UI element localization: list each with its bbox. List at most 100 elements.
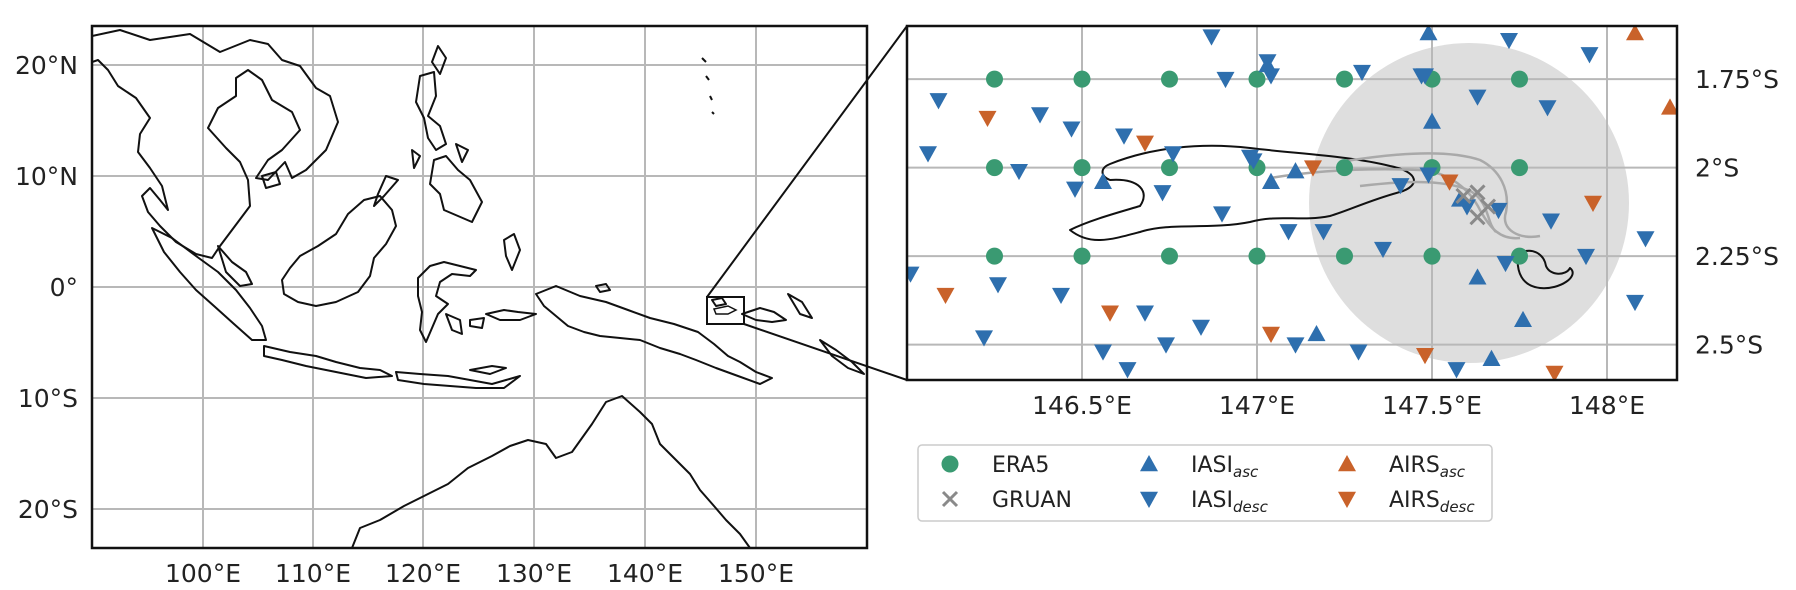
era5-point [1336,247,1353,265]
iasi-asc-point [1258,55,1277,73]
iasi-desc-point [1136,305,1154,322]
iasi-desc-point [1447,362,1466,379]
era5-point [1511,70,1528,88]
iasi-asc-point [1423,112,1441,129]
airs-desc-point [1440,174,1459,191]
overview-y-tick: 10°N [15,162,78,191]
iasi-asc-point [1514,310,1532,328]
era5-point [1511,159,1528,177]
legend-marker-iasi-asc [1140,455,1158,472]
inset-data-markers [907,26,1677,380]
coastlines [92,29,865,548]
legend-marker-airs-desc [1338,491,1356,508]
gruan-point [1469,184,1486,201]
iasi-desc-point [1262,68,1280,85]
iasi-desc-point [1010,163,1028,181]
iasi-desc-point [907,266,920,283]
iasi-desc-point [975,330,993,347]
overview-x-tick-labels: 100°E 110°E 120°E 130°E 140°E 150°E [165,559,794,588]
legend: ERA5 GRUAN IASIasc IASIdesc AIRSasc AIRSdesc [917,444,1493,522]
legend-marker-iasi-desc [1140,491,1158,508]
inset-y-tick: 1.75°S [1695,65,1779,94]
iasi-desc-point [1577,248,1595,266]
legend-marker-era5 [941,455,959,473]
inset-map-frame [905,24,1679,382]
inset-x-tick: 146.5°E [1032,391,1132,420]
airs-desc-point [1545,365,1564,380]
era5-point [1161,159,1178,177]
airs-desc-point [1136,135,1154,152]
iasi-desc-point [1489,202,1508,220]
inset-y-tick: 2°S [1695,154,1739,183]
inset-location-island [712,305,738,315]
overview-y-tick: 0° [50,273,78,302]
iasi-desc-point [929,93,948,110]
era5-point [1161,247,1178,265]
inset-map: 146.5°E 147°E 147.5°E 148°E 1.75°S 2°S 2.25°S 2… [905,24,1779,420]
iasi-desc-point [989,277,1007,294]
overview-x-tick: 100°E [165,559,241,588]
airs-desc-point [1101,305,1119,322]
inset-x-tick: 148°E [1569,391,1645,420]
era5-point [1161,70,1178,88]
era5-point [1248,70,1266,88]
iasi-desc-point [1094,344,1112,361]
era5-point [1336,159,1353,177]
overview-x-tick: 140°E [607,559,683,588]
overview-map-frame [90,24,869,550]
iasi-desc-point [1066,181,1084,198]
overview-y-tick: 10°S [18,384,78,413]
inset-tick-labels: 146.5°E 147°E 147.5°E 148°E 1.75°S 2°S 2.25°S 2… [1032,65,1779,420]
iasi-asc-point [1094,172,1112,189]
iasi-desc-point [1419,167,1438,184]
era5-point [1248,247,1266,265]
iasi-desc-point [1164,146,1182,163]
overview-x-tick: 110°E [275,559,351,588]
overview-gridlines [92,26,867,548]
iasi-desc-point [1391,178,1410,195]
era5-point [1073,247,1091,265]
overview-y-tick: 20°N [15,51,78,80]
iasi-desc-point [1580,47,1599,64]
overview-x-tick: 130°E [496,559,572,588]
airs-desc-point [936,287,955,305]
inset-y-tick: 2.25°S [1695,242,1779,271]
iasi-desc-point [1052,287,1070,305]
overview-y-tick-labels: 20°N 10°N 0° 10°S 20°S [15,51,78,524]
legend-label: IASIasc [1191,453,1259,481]
iasi-desc-point [1115,128,1133,145]
iasi-desc-point [1468,89,1487,106]
iasi-desc-point [1542,213,1560,230]
airs-asc-point [1626,26,1644,41]
inset-x-tick: 147.5°E [1382,391,1482,420]
iasi-desc-point [1626,294,1644,312]
iasi-desc-point [1118,362,1137,379]
iasi-asc-point [1468,268,1487,285]
inset-y-tick: 2.5°S [1695,331,1763,360]
gruan-point [1455,187,1472,204]
iasi-desc-point [1279,224,1298,241]
airs-desc-point [1262,326,1280,343]
iasi-desc-point [1031,107,1049,124]
iasi-asc-point [1307,324,1326,342]
island-coastline [1069,144,1574,290]
iasi-desc-point [1153,185,1172,202]
iasi-desc-point [1286,337,1305,354]
era5-point [1423,247,1441,265]
airs-desc-point [1584,195,1602,212]
iasi-desc-point [1412,68,1431,85]
iasi-desc-point [1374,241,1392,259]
gruan-point [1469,209,1486,226]
iasi-desc-point [1202,29,1221,46]
airs-desc-point [1416,348,1434,365]
inset-location-box [706,296,745,325]
era5-point [1073,70,1091,88]
era5-point [986,247,1003,265]
iasi-desc-point [1216,71,1235,89]
iasi-desc-point [1192,319,1210,336]
legend-label: ERA5 [992,453,1049,478]
iasi-desc-point [1496,255,1515,273]
overview-y-tick: 20°S [18,495,78,524]
legend-label: GRUAN [992,488,1072,513]
